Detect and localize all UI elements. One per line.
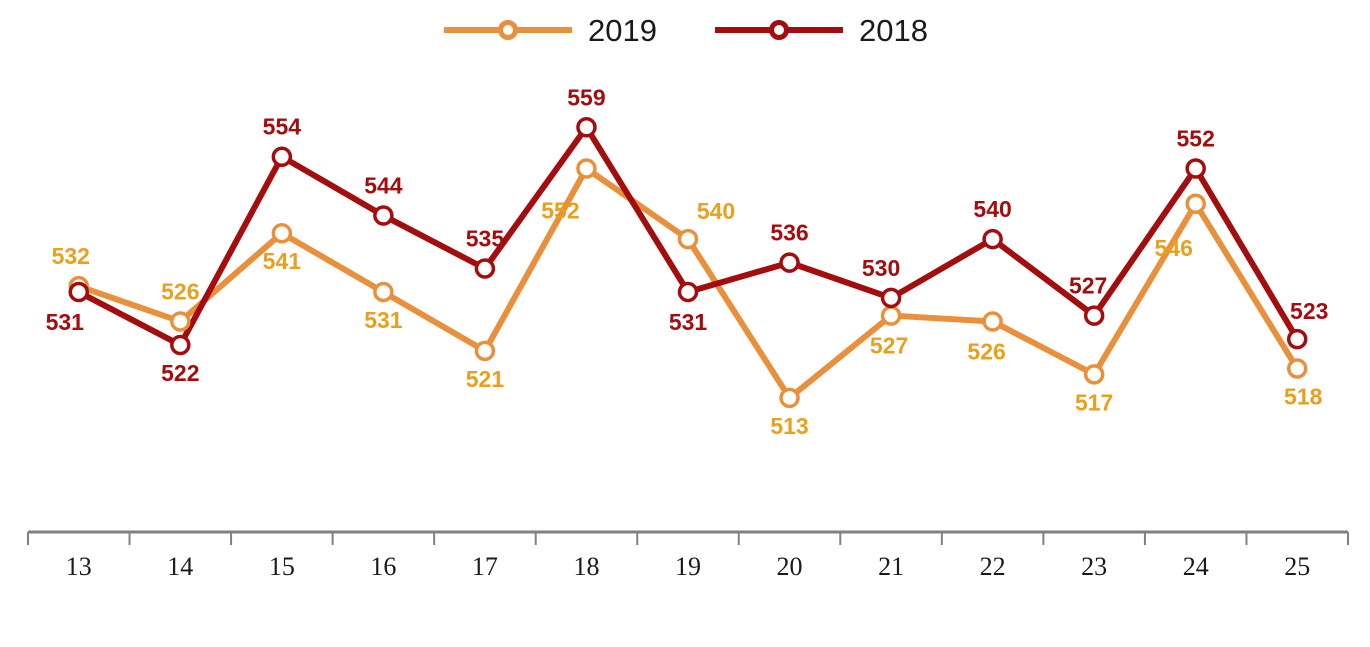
x-tick-label: 13 [66,552,92,581]
series-markers [68,117,1308,409]
data-label-2019: 532 [52,243,90,269]
data-point-marker[interactable] [373,281,394,303]
data-label-2018: 527 [1069,273,1107,299]
data-point-marker[interactable] [1083,305,1105,326]
data-label-2019: 517 [1075,389,1113,415]
data-point-marker[interactable] [373,205,394,226]
data-point-marker[interactable] [170,334,191,356]
data-label-2019: 527 [870,333,908,359]
x-axis-tick-labels: 13 14 15 16 17 18 19 20 21 22 23 24 25 [66,552,1310,581]
data-label-2019: 526 [161,278,199,304]
x-axis-title-wrap [0,595,1370,641]
data-label-2019: 526 [967,338,1005,364]
data-point-marker[interactable] [779,387,800,409]
legend-swatch-2019 [444,20,573,40]
legend-entry-2019[interactable]: 2019 [442,15,657,46]
series-lines [75,124,1301,401]
data-point-marker[interactable] [677,228,699,250]
data-point-marker[interactable] [170,311,191,332]
x-tick-label: 22 [980,552,1006,581]
x-tick-label: 19 [675,552,701,581]
x-tick-label: 18 [573,552,599,581]
data-label-2018: 559 [567,84,605,110]
data-point-marker[interactable] [576,117,597,138]
data-label-2019: 552 [541,197,579,223]
data-point-marker[interactable] [474,340,496,362]
data-point-marker[interactable] [1286,328,1308,350]
chart-legend: 2019 2018 [0,6,1370,54]
data-label-2018: 552 [1177,125,1215,151]
data-label-2018: 531 [46,309,85,335]
x-tick-label: 20 [777,552,803,581]
data-label-2018: 530 [862,255,900,281]
data-point-marker[interactable] [576,158,597,179]
data-label-2019: 540 [697,198,735,224]
data-point-marker[interactable] [880,305,902,326]
legend-label-2019: 2019 [588,12,657,48]
data-label-2019: 531 [364,307,403,333]
x-tick-label: 15 [269,552,295,581]
data-label-2019: 513 [770,413,808,439]
x-tick-label: 24 [1183,552,1209,581]
data-point-marker[interactable] [271,146,293,167]
x-axis [27,530,1349,545]
circle-open-marker-icon [498,20,519,40]
data-point-marker[interactable] [271,222,293,244]
data-label-2018: 523 [1290,298,1328,324]
legend-entry-2018[interactable]: 2018 [713,15,928,46]
data-point-marker[interactable] [982,228,1003,250]
circle-open-marker-icon [769,20,789,40]
data-label-2018: 554 [263,114,302,140]
data-point-marker[interactable] [677,281,699,303]
data-label-2018: 535 [466,226,505,252]
data-point-marker[interactable] [68,281,90,303]
data-point-marker[interactable] [1185,158,1206,179]
data-point-marker[interactable] [982,311,1003,332]
data-label-2019: 521 [466,366,505,392]
data-label-2018: 544 [364,173,403,199]
data-label-2019: 518 [1284,384,1323,410]
data-label-2018: 540 [973,196,1011,222]
x-tick-label: 25 [1284,552,1310,581]
legend-swatch-2018 [715,20,843,40]
legend-label-2018: 2018 [859,12,928,48]
data-point-marker[interactable] [1185,193,1206,215]
x-tick-label: 21 [878,552,904,581]
data-label-2018: 522 [161,360,199,386]
data-point-marker[interactable] [779,252,800,273]
data-label-2019: 546 [1155,235,1193,261]
data-point-marker[interactable] [1083,364,1105,385]
x-tick-label: 17 [472,552,498,581]
data-label-2018: 531 [669,309,708,335]
data-point-marker[interactable] [474,258,496,279]
data-label-2019: 541 [263,248,302,274]
data-label-2018: 536 [770,220,808,246]
data-labels: 532 526 541 531 521 552 540 513 527 526 517 546 518 5… [46,84,1329,439]
x-tick-label: 14 [167,552,193,581]
x-tick-label: 16 [370,552,396,581]
x-tick-label: 23 [1081,552,1107,581]
data-point-marker[interactable] [1286,358,1308,379]
data-point-marker[interactable] [880,287,902,309]
